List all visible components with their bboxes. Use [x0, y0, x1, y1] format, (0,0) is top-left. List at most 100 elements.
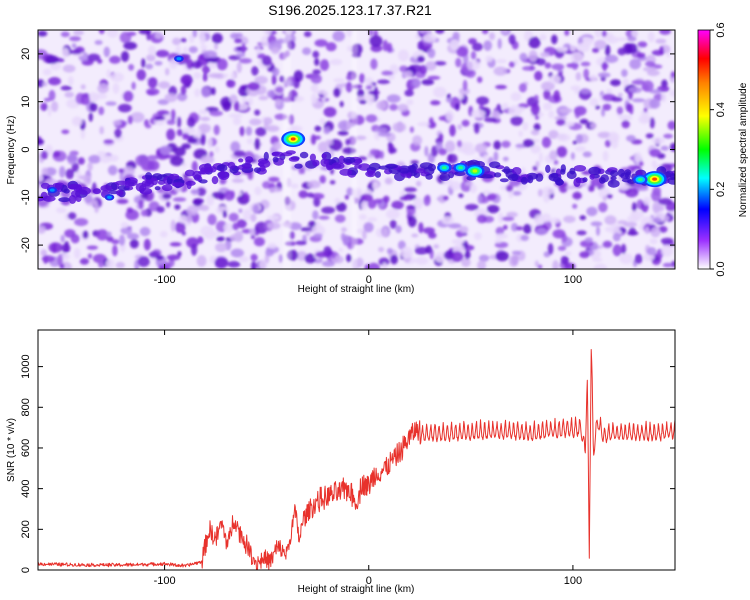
spectrogram-noise-cell — [303, 31, 312, 38]
spectrogram-noise-cell — [253, 237, 265, 247]
spectrogram-noise-cell — [258, 95, 269, 101]
spectrogram-noise-cell — [590, 123, 597, 129]
spectrogram-noise-cell — [459, 87, 470, 95]
spectrogram-noise-cell — [242, 194, 249, 201]
spectrogram-noise-cell — [172, 197, 187, 202]
spectrogram-noise-cell — [586, 206, 598, 217]
spectrogram-noise-cell — [511, 250, 521, 255]
spectrogram-noise-cell — [180, 85, 187, 95]
spectrogram-noise-cell — [323, 127, 331, 135]
spectrogram-noise-cell — [40, 150, 49, 160]
spectrogram-noise-cell — [202, 65, 211, 74]
spectrogram-noise-cell — [659, 30, 671, 35]
spectrogram-noise-cell — [592, 47, 600, 53]
spectrogram-noise-cell — [175, 45, 181, 56]
snr-panel: -100 0 100 0 200 400 600 800 1000 Height of str… — [6, 329, 676, 595]
spectrogram-noise-cell — [268, 187, 283, 193]
spectrogram-noise-cell — [403, 70, 413, 78]
spectrogram-ridge-cell — [294, 163, 303, 169]
spectrogram-noise-cell — [254, 138, 261, 150]
spectrogram-noise-cell — [146, 54, 156, 62]
spectrogram-noise-cell — [336, 202, 347, 212]
spectrogram-noise-cell — [60, 31, 70, 38]
spectrogram-noise-cell — [377, 132, 392, 137]
snr-y-tick-label: 800 — [20, 398, 32, 416]
spectrogram-noise-cell — [570, 51, 584, 64]
spectrogram-noise-cell — [226, 79, 236, 88]
spectrogram-noise-cell — [141, 58, 146, 68]
spectrogram-noise-cell — [583, 68, 590, 80]
spectrogram-noise-cell — [630, 210, 644, 220]
spectrogram-ridge-cell — [343, 156, 356, 164]
spectrogram-noise-cell — [223, 222, 234, 233]
spectrogram-noise-cell — [266, 89, 276, 98]
spectrogram-noise-cell — [189, 34, 195, 43]
spectrogram-noise-cell — [572, 191, 582, 200]
spectrogram-hotspot — [652, 177, 657, 181]
spectrogram-hotspot — [472, 169, 478, 173]
spectrogram-noise-cell — [598, 202, 608, 213]
spectrogram-ridge-cell — [154, 186, 161, 191]
spectrogram-noise-cell — [372, 181, 380, 190]
colorbar: 0.0 0.2 0.4 0.6 Normalized spectral amplitu… — [697, 22, 749, 277]
spectrogram-noise-cell — [508, 105, 522, 117]
spectrogram-noise-cell — [310, 84, 316, 92]
spectrogram-ridge-cell — [71, 190, 81, 198]
spectrogram-noise-cell — [60, 234, 65, 243]
spectrogram-noise-cell — [575, 145, 586, 152]
spectrogram-noise-cell — [508, 255, 519, 267]
spectrogram-noise-cell — [626, 103, 632, 113]
spectrogram-noise-cell — [45, 55, 59, 64]
spectrogram-noise-cell — [140, 209, 149, 217]
spectrogram-noise-cell — [418, 30, 432, 34]
spectrogram-noise-cell — [200, 116, 211, 122]
spectrogram-noise-cell — [523, 139, 535, 148]
spectrogram-noise-cell — [119, 170, 124, 182]
spectrogram-noise-cell — [493, 66, 508, 76]
spectrogram-noise-cell — [200, 134, 206, 146]
spectrogram-noise-cell — [165, 67, 170, 76]
spectrogram-noise-cell — [254, 109, 261, 116]
spectrogram-noise-cell — [252, 204, 260, 214]
spectrogram-ridge-cell — [589, 173, 595, 180]
spectrogram-noise-cell — [229, 233, 244, 242]
spectrogram-noise-cell — [391, 200, 404, 210]
spectrogram-noise-cell — [539, 34, 547, 41]
spectrogram-noise-cell — [589, 74, 598, 82]
spectrogram-noise-cell — [579, 251, 590, 259]
spectrogram-noise-cell — [384, 177, 393, 185]
spectrogram-noise-cell — [601, 108, 606, 117]
spectrogram-ridge-cell — [610, 170, 619, 177]
spectrogram-noise-cell — [582, 151, 592, 158]
snr-series-line — [38, 349, 675, 570]
spectrogram-noise-cell — [508, 34, 516, 45]
spectrogram-noise-cell — [40, 102, 48, 111]
spectrogram-noise-cell — [203, 50, 218, 59]
spectrogram-noise-cell — [199, 33, 206, 45]
spectrogram-noise-cell — [534, 70, 543, 81]
spectrogram-noise-cell — [109, 55, 121, 64]
spectrogram-noise-cell — [249, 118, 262, 126]
spectrogram-noise-cell — [237, 191, 243, 197]
spectrogram-noise-cell — [455, 57, 462, 68]
spectrogram-noise-cell — [488, 32, 496, 41]
spectrogram-noise-cell — [572, 203, 578, 209]
colorbar-gradient — [697, 29, 711, 270]
spectrogram-noise-cell — [621, 243, 627, 255]
spectrogram-noise-cell — [321, 206, 335, 214]
spectrogram-noise-cell — [229, 94, 238, 104]
spectrogram-noise-cell — [295, 240, 307, 246]
spectrogram-noise-cell — [642, 196, 651, 206]
spectrogram-noise-cell — [425, 245, 433, 254]
spectrogram-noise-cell — [222, 210, 227, 218]
spectrogram-noise-cell — [493, 140, 502, 150]
spectrogram-ridge-cell — [607, 179, 620, 188]
spectrogram-noise-cell — [632, 202, 637, 213]
spectrogram-noise-cell — [411, 233, 419, 238]
spectrogram-noise-cell — [197, 236, 204, 244]
spectrogram-noise-cell — [501, 30, 509, 33]
spectrogram-noise-cell — [594, 30, 602, 38]
spectrogram-noise-cell — [319, 175, 327, 184]
spectrogram-noise-cell — [406, 99, 414, 106]
spectrogram-noise-cell — [458, 193, 464, 198]
